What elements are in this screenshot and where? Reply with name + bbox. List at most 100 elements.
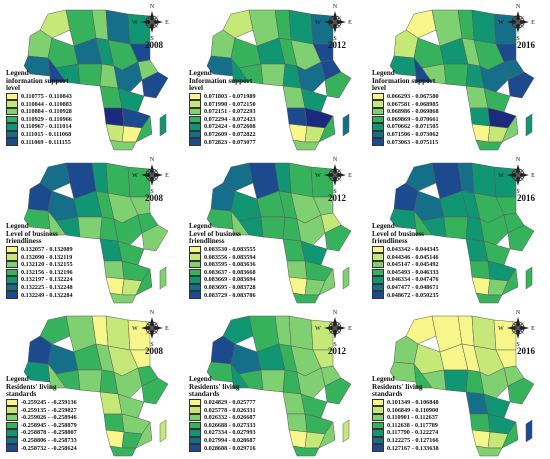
country-region bbox=[23, 55, 51, 77]
north-arrow-compass-icon: N S W E bbox=[498, 4, 535, 42]
legend-item: 0.127167 - 0.133638 bbox=[372, 444, 439, 452]
compass-w-label: W bbox=[498, 20, 504, 26]
legend-item: 0.083637 - 0.083668 bbox=[189, 268, 256, 277]
legend-swatch bbox=[6, 436, 18, 445]
legend-range-label: 0.027334 - 0.027993 bbox=[204, 429, 256, 437]
legend-swatch bbox=[372, 130, 384, 139]
legend-item: 0.047477 - 0.048671 bbox=[372, 283, 439, 292]
country-region bbox=[77, 216, 103, 240]
legend-range-label: 0.083695 - 0.083728 bbox=[204, 284, 256, 292]
legend-range-label: 0.083595 - 0.083636 bbox=[204, 261, 256, 269]
country-region bbox=[260, 369, 286, 393]
map-panel: N S W E 2012 Legend Level of business friendlin… bbox=[183, 153, 366, 306]
legend-item: 0.072609 - 0.072822 bbox=[189, 130, 256, 139]
legend-swatch bbox=[6, 100, 18, 108]
compass-n-label: N bbox=[150, 157, 155, 163]
north-arrow-compass-icon: N S W E bbox=[498, 310, 535, 348]
legend-range-label: 0.072294 - 0.072423 bbox=[204, 115, 256, 123]
legend-swatch bbox=[372, 245, 384, 254]
legend-title: Residents' living bbox=[189, 382, 240, 391]
country-region bbox=[324, 71, 352, 99]
country-region bbox=[525, 113, 533, 137]
country-region bbox=[109, 445, 137, 457]
map-legend: Legend Level of business friendliness 0.083… bbox=[189, 222, 256, 299]
country-region bbox=[23, 361, 51, 383]
country-region bbox=[318, 421, 336, 449]
country-region bbox=[135, 268, 153, 296]
legend-item: -0.258878 - -0.258807 bbox=[6, 429, 77, 437]
country-region bbox=[405, 9, 437, 39]
country-region bbox=[443, 63, 469, 87]
country-region bbox=[342, 419, 350, 443]
country-region bbox=[501, 421, 519, 449]
legend-swatch bbox=[6, 92, 18, 101]
country-region bbox=[103, 107, 125, 127]
country-region bbox=[475, 445, 503, 457]
legend-swatch bbox=[189, 429, 201, 437]
country-region bbox=[501, 115, 519, 143]
legend-range-label: 0.073063 - 0.075115 bbox=[387, 138, 439, 146]
map-legend: Legend Information support level 0.071803 -… bbox=[189, 69, 256, 146]
legend-item: -0.258732 - -0.258624 bbox=[6, 444, 77, 452]
country-region bbox=[507, 377, 535, 405]
legend-swatch bbox=[189, 115, 201, 124]
legend-item: 0.026688 - 0.027333 bbox=[189, 421, 256, 430]
country-region bbox=[105, 429, 125, 449]
compass-w-label: W bbox=[315, 326, 321, 332]
compass-s-label: S bbox=[333, 189, 336, 195]
legend-title: standards bbox=[372, 390, 403, 399]
legend-item: 0.132057 - 0.132089 bbox=[6, 245, 73, 254]
legend-title: friendliness bbox=[372, 237, 408, 246]
legend-range-label: 0.132197 - 0.132224 bbox=[21, 276, 73, 284]
compass-e-label: E bbox=[531, 173, 535, 179]
country-region bbox=[109, 292, 137, 304]
legend-swatch bbox=[189, 406, 201, 414]
legend-range-label: 0.101349 - 0.106848 bbox=[387, 399, 439, 407]
legend-range-label: 0.045493 - 0.046333 bbox=[387, 268, 439, 276]
legend-swatch bbox=[189, 283, 201, 292]
map-legend: Legend information support level 0.110775 -… bbox=[6, 69, 72, 146]
legend-swatch bbox=[189, 138, 201, 146]
legend-swatch bbox=[372, 100, 384, 108]
legend-swatch bbox=[6, 115, 18, 124]
country-region bbox=[288, 162, 314, 198]
country-region bbox=[300, 240, 328, 266]
legend-swatch bbox=[6, 268, 18, 277]
legend-item: 0.110929 - 0.110966 bbox=[6, 115, 72, 124]
legend-item: 0.072424 - 0.072608 bbox=[189, 123, 256, 131]
legend-item: 0.027994 - 0.028687 bbox=[189, 436, 256, 445]
map-year-label: 2008 bbox=[145, 40, 163, 50]
compass-e-label: E bbox=[165, 20, 169, 26]
compass-s-label: S bbox=[516, 342, 519, 348]
legend-swatch bbox=[189, 100, 201, 108]
legend-swatch bbox=[372, 253, 384, 261]
country-region bbox=[389, 361, 417, 383]
legend-title: standards bbox=[6, 390, 37, 399]
legend-range-label: 0.110967 - 0.111014 bbox=[21, 123, 72, 131]
legend-range-label: -0.258732 - -0.258624 bbox=[21, 444, 77, 452]
legend-swatch bbox=[372, 414, 384, 422]
legend-item: -0.259026 - -0.258946 bbox=[6, 414, 77, 422]
legend-range-label: 0.071990 - 0.072150 bbox=[204, 100, 256, 108]
country-region bbox=[260, 216, 286, 240]
legend-swatch bbox=[189, 130, 201, 139]
legend-title: friendliness bbox=[189, 237, 225, 246]
country-region bbox=[103, 413, 125, 433]
map-panel: N S W E 2012 Legend Information support level 0.… bbox=[183, 0, 366, 153]
country-region bbox=[288, 315, 314, 351]
legend-swatch bbox=[372, 276, 384, 284]
legend-title: Legend bbox=[372, 222, 395, 230]
legend-item: 0.132156 - 0.132196 bbox=[6, 268, 73, 277]
country-region bbox=[39, 162, 71, 192]
africa-choropleth-map: N S W E bbox=[206, 157, 352, 304]
compass-s-label: S bbox=[150, 342, 153, 348]
legend-swatch bbox=[372, 436, 384, 445]
legend-item: 0.046334 - 0.047476 bbox=[372, 276, 439, 284]
country-region bbox=[324, 224, 352, 252]
legend-item: 0.122275 - 0.127166 bbox=[372, 436, 439, 445]
legend-title: Legend bbox=[6, 69, 29, 77]
compass-n-label: N bbox=[333, 4, 338, 10]
country-region bbox=[288, 429, 308, 449]
legend-item: 0.110844 - 0.110883 bbox=[6, 100, 72, 108]
legend-range-label: 0.026688 - 0.027333 bbox=[204, 421, 256, 429]
